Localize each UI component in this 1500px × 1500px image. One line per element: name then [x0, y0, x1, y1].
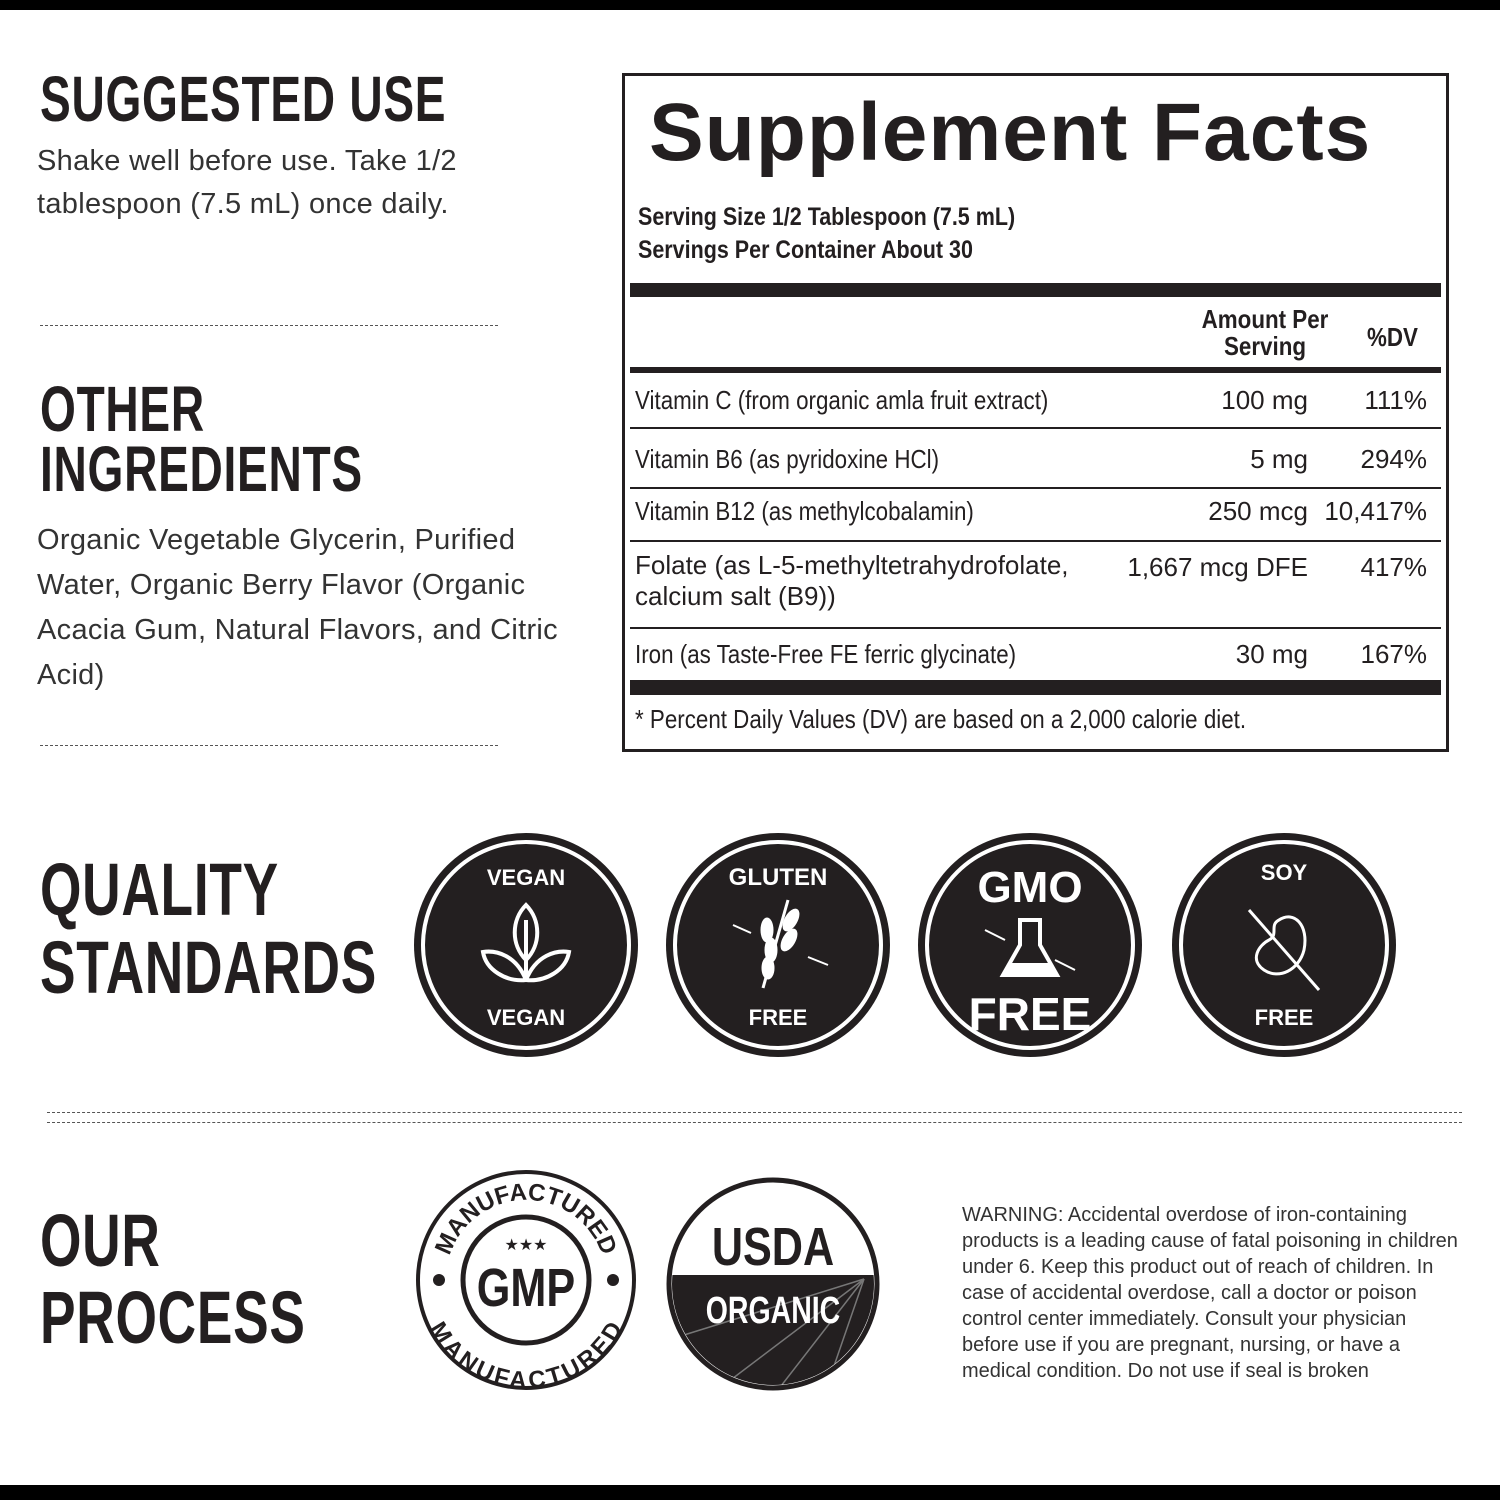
wheat-icon — [732, 899, 829, 989]
nutrient-dv: 111% — [1364, 385, 1427, 415]
usda-organic-badge: USDA ORGANIC — [666, 1177, 880, 1391]
warning-text: WARNING: Accidental overdose of iron-con… — [962, 1204, 1458, 1382]
nutrient-dv: 417% — [1360, 552, 1428, 582]
badge-bottom-label: FREE — [1255, 1005, 1314, 1030]
gmo-free-badge: GMO FREE — [918, 833, 1142, 1057]
top-border — [0, 0, 1500, 10]
amount-header-line2: Serving — [1223, 331, 1307, 361]
usda-label: USDA — [712, 1218, 834, 1278]
stars-icon: ★★★ — [504, 1237, 547, 1254]
divider — [40, 745, 498, 746]
leaf-icon — [480, 902, 572, 983]
amount-header-line1: Amount Per — [1201, 304, 1329, 334]
other-ingredients-heading-line1: OTHER — [40, 373, 205, 445]
nutrient-dv: 10,417% — [1324, 496, 1427, 526]
badge-top-label: GLUTEN — [729, 864, 828, 891]
badge-top-label: SOY — [1261, 860, 1308, 885]
rule-thick — [630, 680, 1441, 695]
nutrient-dv: 294% — [1360, 444, 1428, 474]
divider — [47, 1122, 1462, 1123]
nutrient-amount: 1,667 mcg DFE — [1127, 552, 1308, 582]
divider — [47, 1112, 1462, 1113]
dv-footnote: * Percent Daily Values (DV) are based on… — [635, 704, 1247, 734]
nutrient-name: Vitamin C (from organic amla fruit extra… — [635, 385, 1049, 415]
quality-standards-heading-line2: STANDARDS — [40, 926, 378, 1009]
gluten-free-badge: GLUTEN FREE — [666, 833, 890, 1057]
badge-top-label: GMO — [977, 863, 1082, 912]
our-process-heading-line1: OUR — [40, 1199, 161, 1282]
soy-free-badge: SOY FREE — [1172, 833, 1396, 1057]
nutrient-name: Vitamin B12 (as methylcobalamin) — [635, 496, 974, 526]
row-divider — [630, 540, 1441, 542]
other-ingredients-heading-line2: INGREDIENTS — [40, 433, 363, 505]
supplement-facts-title: Supplement Facts — [649, 87, 1372, 178]
nutrient-amount: 250 mcg — [1208, 496, 1308, 526]
suggested-use-text: Shake well before use. Take 1/2 tablespo… — [37, 145, 457, 220]
nutrient-name: Vitamin B6 (as pyridoxine HCl) — [635, 444, 940, 474]
supplement-facts-panel: Supplement Facts Serving Size 1/2 Tables… — [622, 73, 1449, 752]
badge-top-label: VEGAN — [487, 865, 565, 890]
bottom-border — [0, 1485, 1500, 1500]
nutrient-name: Iron (as Taste-Free FE ferric glycinate) — [635, 639, 1017, 669]
divider — [40, 325, 498, 326]
badge-bottom-label: FREE — [749, 1005, 808, 1030]
rule-medium — [630, 367, 1441, 373]
amount-per-serving-header: Amount Per Serving — [1185, 306, 1345, 360]
crossed-bean-icon — [1247, 909, 1321, 991]
organic-label: ORGANIC — [706, 1290, 841, 1332]
dv-header: %DV — [1367, 322, 1418, 352]
badge-bottom-label: FREE — [969, 988, 1092, 1040]
row-divider — [630, 427, 1441, 429]
row-divider — [630, 487, 1441, 489]
serving-size: Serving Size 1/2 Tablespoon (7.5 mL) — [638, 203, 1016, 231]
nutrient-amount: 100 mg — [1221, 385, 1308, 415]
nutrient-amount: 5 mg — [1250, 444, 1308, 474]
nutrient-dv: 167% — [1360, 639, 1428, 669]
servings-per-container: Servings Per Container About 30 — [638, 236, 973, 264]
quality-standards-heading-line1: QUALITY — [40, 848, 279, 931]
vegan-badge: VEGAN VEGAN — [414, 833, 638, 1057]
our-process-heading-line2: PROCESS — [40, 1276, 306, 1359]
other-ingredients-text: Organic Vegetable Glycerin, Purified Wat… — [37, 524, 558, 691]
gmp-badge: MANUFACTURED MANUFACTURED ★★★ GMP — [416, 1170, 636, 1392]
flask-icon — [984, 918, 1076, 977]
suggested-use-heading: SUGGESTED USE — [40, 63, 447, 135]
badge-bottom-label: VEGAN — [487, 1005, 565, 1030]
row-divider — [630, 627, 1441, 629]
nutrient-amount: 30 mg — [1235, 639, 1308, 669]
nutrient-name: Folate (as L-5-methyltetrahydrofolate, c… — [635, 550, 1069, 611]
gmp-center-label: GMP — [477, 1259, 575, 1319]
rule-thick — [630, 283, 1441, 297]
